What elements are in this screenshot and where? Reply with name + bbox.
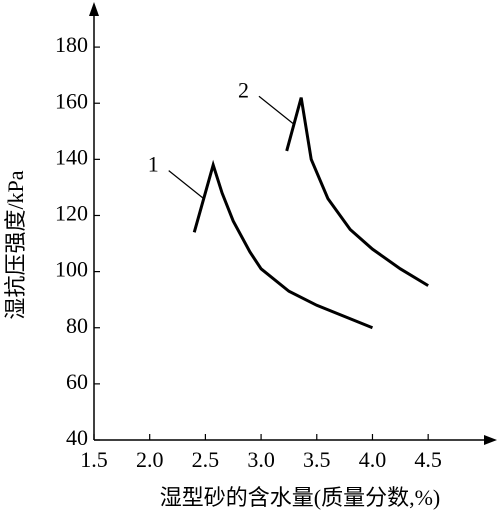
y-tick-label: 40 <box>66 425 88 450</box>
x-tick-label: 1.5 <box>80 447 108 472</box>
y-tick-label: 120 <box>55 201 88 226</box>
y-axis-title: 湿抗压强度/kPa <box>3 170 28 319</box>
y-axis-arrow <box>89 2 99 16</box>
label-leader <box>168 170 205 200</box>
x-tick-label: 4.5 <box>414 447 442 472</box>
x-axis-title: 湿型砂的含水量(质量分数,%) <box>160 485 440 510</box>
y-tick-label: 60 <box>66 369 88 394</box>
series-label: 1 <box>148 152 159 177</box>
y-tick-label: 140 <box>55 144 88 169</box>
x-tick-label: 2.5 <box>192 447 220 472</box>
x-tick-label: 2.0 <box>136 447 164 472</box>
y-tick-label: 80 <box>66 313 88 338</box>
x-axis-arrow <box>484 435 497 445</box>
y-tick-label: 100 <box>55 257 88 282</box>
y-tick-label: 160 <box>55 88 88 113</box>
x-tick-label: 4.0 <box>359 447 387 472</box>
line-series <box>192 159 374 330</box>
x-tick-label: 3.0 <box>247 447 275 472</box>
line-series <box>285 97 429 287</box>
label-leader <box>258 95 295 125</box>
series-label: 2 <box>238 77 249 102</box>
x-tick-label: 3.5 <box>303 447 331 472</box>
y-tick-label: 180 <box>55 32 88 57</box>
